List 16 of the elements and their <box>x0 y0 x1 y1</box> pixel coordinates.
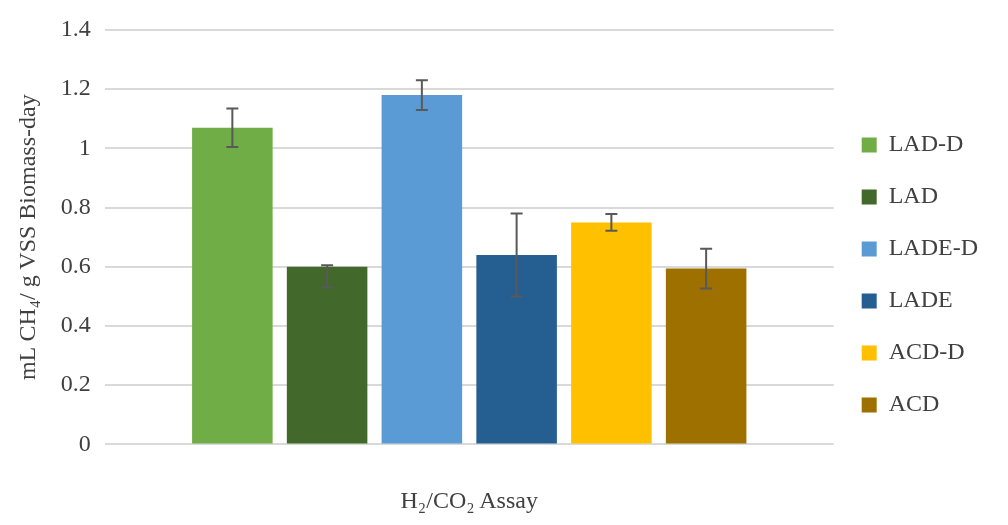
y-tick-label: 1.2 <box>60 74 91 101</box>
y-tick-label: 0 <box>78 429 91 456</box>
y-tick-label: 0.4 <box>60 311 91 338</box>
y-tick-label: 1.4 <box>60 15 91 42</box>
y-tick-label: 0.2 <box>60 370 91 397</box>
y-tick-label: 1 <box>78 133 91 160</box>
legend-label: LADE <box>888 286 953 313</box>
y-tick-label: 0.8 <box>60 192 91 219</box>
legend-label: ACD <box>888 390 940 417</box>
x-axis-title: H₂/CO₂ Assay <box>400 486 538 513</box>
y-axis-title: mL CH₄/ g VSS Biomass-day <box>13 94 40 381</box>
legend-label: LADE-D <box>888 234 978 261</box>
legend-label: LAD-D <box>888 130 964 157</box>
legend-label: LAD <box>888 182 939 209</box>
legend-label: ACD-D <box>888 338 965 365</box>
y-tick-label: 0.6 <box>60 252 91 279</box>
